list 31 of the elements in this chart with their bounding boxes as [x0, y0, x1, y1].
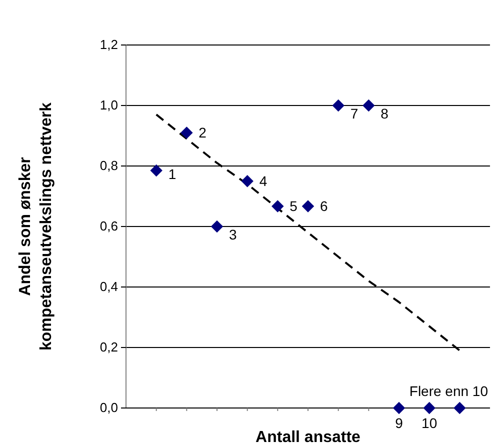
y-tick-label: 0,8	[100, 158, 118, 174]
annotation: 7	[350, 106, 358, 122]
x-axis-title: Antall ansatte	[256, 429, 361, 446]
annotation: 6	[320, 198, 328, 214]
point	[423, 402, 436, 414]
point	[150, 164, 162, 177]
text: 9	[395, 415, 404, 431]
text: 10	[422, 415, 438, 431]
point	[332, 99, 344, 112]
annotation: 8	[380, 106, 389, 122]
y-tick-label: 0,2	[100, 340, 118, 355]
y-tick-label: 0,4	[100, 279, 118, 294]
point	[392, 402, 406, 414]
point	[180, 126, 193, 139]
y-tick-label: 0,0	[100, 400, 118, 416]
point	[210, 220, 224, 233]
y-tick-label: 1,0	[100, 98, 118, 113]
annotation: 4	[259, 173, 268, 190]
y-tick-label: 0,6	[100, 218, 118, 234]
annotation: Flere enn 10	[409, 383, 488, 399]
y-axis-title: Andel som ønsker kompetanseutvekslings nettverk	[17, 102, 55, 351]
point	[272, 200, 284, 212]
annotation: 5	[290, 198, 298, 214]
point	[302, 200, 314, 212]
point	[241, 175, 254, 188]
point	[454, 402, 466, 414]
point	[362, 99, 375, 112]
annotation: 1	[168, 166, 176, 182]
y-tick-label: 1,2	[100, 37, 118, 52]
annotation: 2	[198, 124, 207, 141]
annotation: 3	[229, 226, 237, 242]
